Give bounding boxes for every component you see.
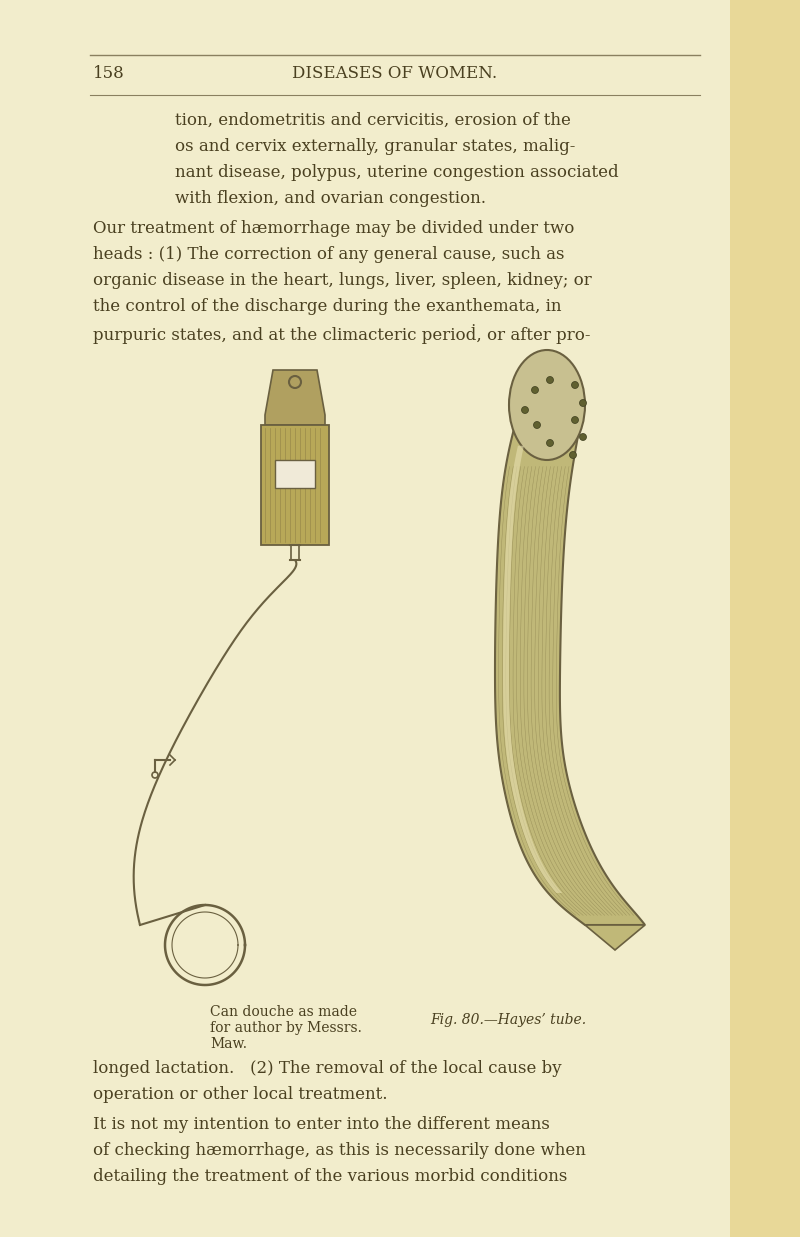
Polygon shape: [265, 370, 325, 426]
Text: DISEASES OF WOMEN.: DISEASES OF WOMEN.: [293, 66, 498, 82]
Text: tion, endometritis and cervicitis, erosion of the: tion, endometritis and cervicitis, erosi…: [175, 113, 571, 129]
Circle shape: [579, 400, 586, 407]
Circle shape: [534, 422, 541, 428]
Bar: [275, 460, 315, 489]
Polygon shape: [495, 426, 645, 925]
Bar: [261, 426, 329, 546]
Circle shape: [579, 433, 586, 440]
Polygon shape: [585, 925, 645, 950]
Text: nant disease, polypus, uterine congestion associated: nant disease, polypus, uterine congestio…: [175, 165, 618, 181]
Text: Fig. 80.—Hayes’ tube.: Fig. 80.—Hayes’ tube.: [430, 1013, 586, 1027]
Circle shape: [546, 439, 554, 447]
Text: organic disease in the heart, lungs, liver, spleen, kidney; or: organic disease in the heart, lungs, liv…: [93, 272, 592, 289]
Circle shape: [570, 452, 577, 459]
Polygon shape: [503, 445, 562, 893]
Text: with flexion, and ovarian congestion.: with flexion, and ovarian congestion.: [175, 190, 486, 207]
Circle shape: [571, 381, 578, 388]
Text: detailing the treatment of the various morbid conditions: detailing the treatment of the various m…: [93, 1168, 567, 1185]
Text: Maw.: Maw.: [210, 1037, 247, 1051]
Bar: [730, 0, 800, 1237]
Circle shape: [531, 386, 538, 393]
Text: longed lactation.   (2) The removal of the local cause by: longed lactation. (2) The removal of the…: [93, 1060, 562, 1077]
Circle shape: [546, 376, 554, 383]
Ellipse shape: [509, 350, 585, 460]
Text: operation or other local treatment.: operation or other local treatment.: [93, 1086, 387, 1103]
Text: for author by Messrs.: for author by Messrs.: [210, 1021, 362, 1035]
Circle shape: [571, 417, 578, 423]
Text: 158: 158: [93, 66, 125, 82]
Text: heads : (1) The correction of any general cause, such as: heads : (1) The correction of any genera…: [93, 246, 565, 263]
Text: the control of the discharge during the exanthemata, in: the control of the discharge during the …: [93, 298, 562, 315]
Text: Can douche as made: Can douche as made: [210, 1004, 357, 1019]
Circle shape: [522, 407, 529, 413]
Text: of checking hæmorrhage, as this is necessarily done when: of checking hæmorrhage, as this is neces…: [93, 1142, 586, 1159]
Text: purpuric states, and at the climacteric perioḋ, or after pro-: purpuric states, and at the climacteric …: [93, 324, 590, 344]
Text: os and cervix externally, granular states, malig-: os and cervix externally, granular state…: [175, 139, 575, 155]
Text: It is not my intention to enter into the different means: It is not my intention to enter into the…: [93, 1116, 550, 1133]
Text: Our treatment of hæmorrhage may be divided under two: Our treatment of hæmorrhage may be divid…: [93, 220, 574, 238]
